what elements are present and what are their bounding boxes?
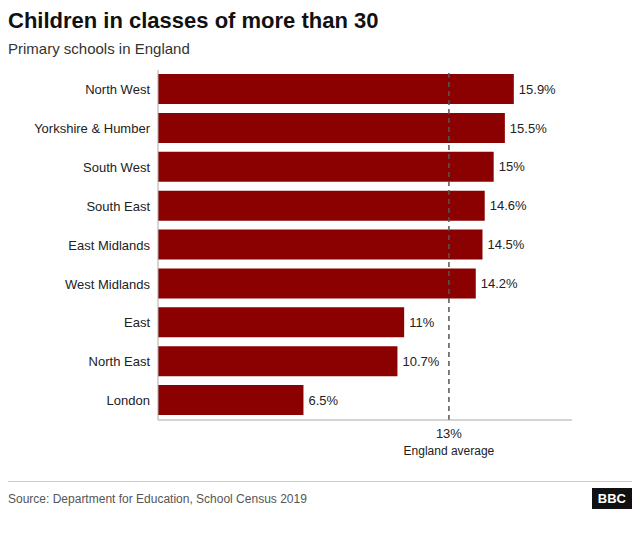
- svg-text:North West: North West: [85, 82, 150, 97]
- svg-text:11%: 11%: [409, 315, 434, 330]
- html-text:Source: Department for Educati: Source: Department for Education, School…: [8, 491, 307, 506]
- svg-text:South East: South East: [86, 199, 150, 214]
- svg-text:South West: South West: [83, 160, 150, 175]
- svg-text:North East: North East: [89, 354, 151, 369]
- html-text:Children in classes of more th: Children in classes of more than 30: [8, 8, 379, 33]
- html-text:Primary schools in England: Primary schools in England: [8, 40, 190, 57]
- svg-text:6.5%: 6.5%: [308, 393, 338, 408]
- svg-text:East: East: [124, 315, 150, 330]
- svg-text:10.7%: 10.7%: [402, 354, 439, 369]
- svg-text:West Midlands: West Midlands: [65, 277, 151, 292]
- svg-text:15%: 15%: [499, 159, 525, 174]
- html-text:BBC: BBC: [597, 491, 626, 506]
- svg-text:13%: 13%: [436, 426, 462, 441]
- svg-text:15.9%: 15.9%: [519, 82, 556, 97]
- svg-text:15.5%: 15.5%: [510, 121, 547, 136]
- svg-text:14.5%: 14.5%: [487, 237, 524, 252]
- svg-text:14.2%: 14.2%: [481, 276, 518, 291]
- svg-text:London: London: [107, 393, 150, 408]
- svg-text:East Midlands: East Midlands: [68, 238, 150, 253]
- svg-text:Yorkshire & Humber: Yorkshire & Humber: [34, 121, 151, 136]
- svg-text:England average: England average: [404, 444, 495, 458]
- svg-text:14.6%: 14.6%: [490, 198, 527, 213]
